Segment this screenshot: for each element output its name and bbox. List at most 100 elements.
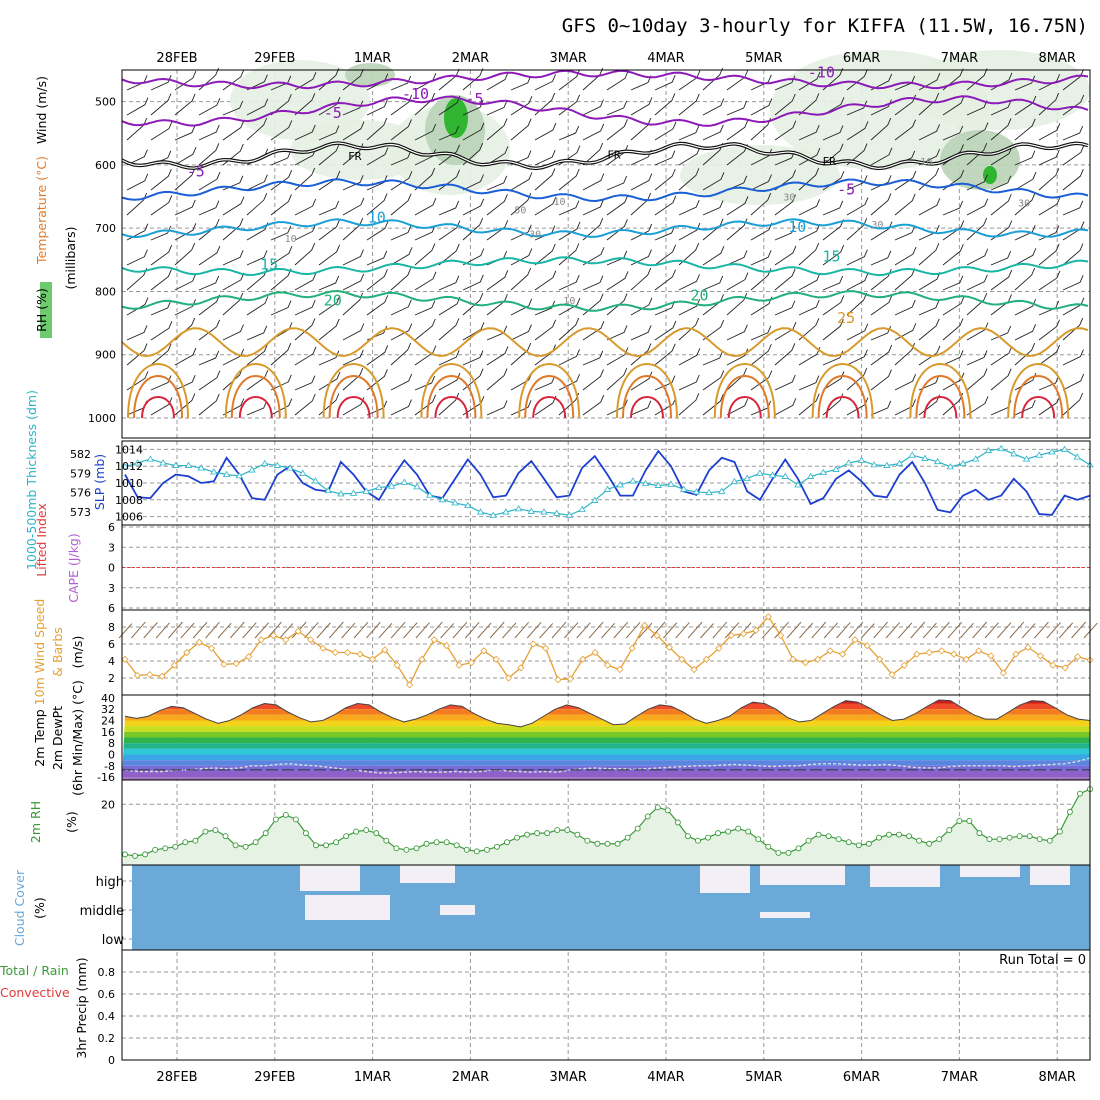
rh-marker bbox=[996, 836, 1003, 843]
wind-barb bbox=[438, 125, 460, 141]
wind-barb bbox=[726, 367, 748, 391]
wind-barb bbox=[126, 192, 148, 216]
wind-barb-10m bbox=[118, 623, 133, 639]
rh-marker bbox=[644, 813, 651, 820]
rh-marker bbox=[162, 845, 169, 852]
wind-barb bbox=[966, 396, 989, 416]
wind-barb bbox=[678, 274, 700, 291]
wind-barb bbox=[870, 221, 893, 241]
wind-barb bbox=[678, 125, 700, 141]
wind-barb bbox=[534, 149, 556, 166]
wind-barb bbox=[246, 98, 269, 116]
wind-barb bbox=[414, 271, 437, 291]
wind-barb bbox=[750, 250, 772, 266]
wind-barb bbox=[174, 199, 196, 216]
wind-speed-marker bbox=[962, 655, 970, 663]
wind-barb bbox=[366, 193, 388, 216]
wind-barb bbox=[222, 69, 245, 91]
wind-speed-marker bbox=[727, 631, 735, 640]
wind-speed-marker bbox=[307, 636, 315, 644]
rh-marker bbox=[654, 804, 661, 811]
thickness-marker bbox=[832, 465, 840, 472]
isotherm-label: 20 bbox=[690, 286, 708, 304]
thickness-marker bbox=[933, 457, 942, 465]
wind-barb bbox=[270, 374, 292, 391]
wind-speed-marker bbox=[1012, 650, 1020, 658]
wind-speed-marker bbox=[950, 650, 958, 658]
rh-marker bbox=[574, 831, 581, 838]
wind-barb bbox=[1014, 267, 1036, 291]
isotherm-label: 15 bbox=[260, 255, 278, 273]
wind-barb bbox=[126, 343, 148, 366]
wind-speed-marker bbox=[752, 626, 760, 634]
wind-barb-10m bbox=[774, 621, 789, 639]
wind-barb bbox=[630, 223, 653, 241]
wind-barb-10m bbox=[1083, 622, 1098, 639]
rh-marker bbox=[584, 837, 591, 844]
wind-barb bbox=[966, 122, 989, 141]
label-slp: SLP (mb) bbox=[92, 454, 107, 510]
thickness-marker bbox=[768, 471, 777, 478]
wind-barb bbox=[294, 299, 316, 316]
rh-marker bbox=[142, 851, 149, 858]
wind-barb bbox=[1062, 125, 1084, 141]
wind-speed-marker bbox=[430, 636, 438, 644]
wind-barb bbox=[942, 95, 965, 116]
wind-barb bbox=[390, 247, 413, 266]
wind-barb bbox=[726, 218, 748, 241]
wind-barb bbox=[1014, 118, 1036, 141]
wind-barb bbox=[342, 368, 364, 391]
thickness-marker bbox=[184, 461, 193, 468]
wind-barb bbox=[438, 349, 460, 366]
thickness-marker bbox=[578, 505, 586, 512]
wind-barb bbox=[222, 218, 244, 241]
wind-barb bbox=[582, 293, 604, 316]
temp-band bbox=[122, 754, 1090, 761]
wind-speed-marker bbox=[554, 676, 562, 684]
wind-barb-10m bbox=[403, 622, 418, 639]
wind-barb bbox=[990, 345, 1013, 366]
label-rh-pct: RH (%) bbox=[34, 288, 49, 332]
wind-barb-10m bbox=[761, 622, 776, 639]
wind-barb bbox=[654, 343, 676, 366]
wind-barb-10m bbox=[873, 621, 888, 639]
wind-barb bbox=[846, 197, 869, 216]
isotherm-label: -10 bbox=[808, 64, 835, 82]
wind-barb bbox=[654, 396, 677, 416]
wind-barb bbox=[558, 125, 580, 141]
thickness-marker bbox=[692, 488, 701, 495]
wind-barb bbox=[246, 117, 268, 141]
date-label-top: 29FEB bbox=[254, 51, 295, 66]
wind-barb bbox=[1062, 200, 1084, 216]
wind-barb bbox=[246, 325, 268, 341]
wind-barb bbox=[366, 269, 388, 291]
wind-barb bbox=[510, 298, 533, 316]
wind-barb bbox=[1062, 145, 1085, 166]
wind-barb bbox=[990, 368, 1012, 391]
wind-barb bbox=[390, 94, 413, 116]
thickness-marker bbox=[756, 469, 764, 476]
wind-barb bbox=[270, 194, 292, 216]
wind-speed-marker bbox=[269, 631, 278, 640]
thickness-marker bbox=[172, 461, 180, 468]
wind-barb bbox=[510, 75, 532, 91]
wind-barb-10m bbox=[799, 622, 814, 639]
wind-barb bbox=[918, 198, 941, 216]
precip-tick: 0.8 bbox=[98, 966, 116, 979]
rh-marker bbox=[855, 842, 862, 849]
surface-isotherm bbox=[328, 375, 379, 419]
label-thickness: 1000-500mb Thickness (dm) bbox=[24, 390, 39, 570]
wind-barb bbox=[582, 247, 605, 266]
thickness-marker bbox=[1022, 455, 1031, 462]
wind-barb bbox=[1062, 168, 1084, 191]
wind-barb bbox=[654, 168, 676, 191]
thickness-marker bbox=[667, 480, 675, 487]
wind-barb bbox=[414, 243, 436, 266]
thickness-marker bbox=[159, 459, 167, 466]
wind-barb bbox=[390, 119, 412, 141]
wind-barb bbox=[846, 100, 868, 116]
wind-barb-10m bbox=[341, 622, 356, 639]
thickness-marker bbox=[997, 444, 1005, 452]
wind-barb bbox=[870, 73, 893, 91]
surface-isotherm bbox=[426, 375, 477, 419]
